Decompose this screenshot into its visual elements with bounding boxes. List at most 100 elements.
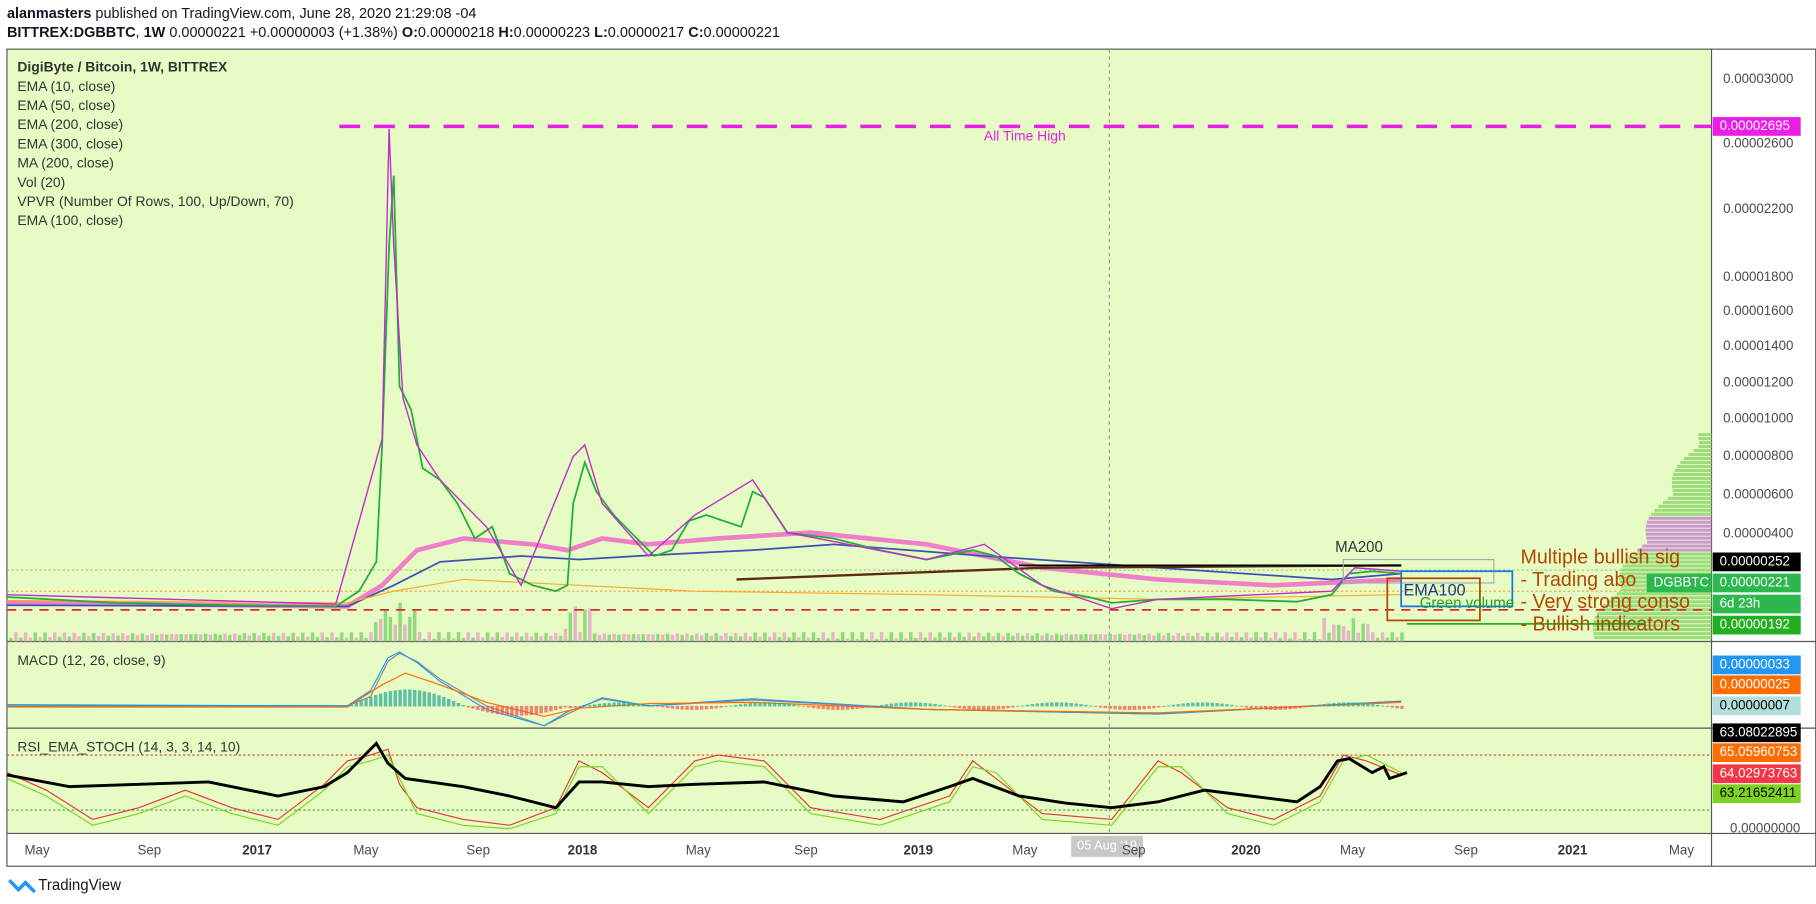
- vpvr-bar: [1672, 476, 1712, 480]
- volume-bar: [14, 632, 18, 642]
- volume-bar: [43, 632, 47, 642]
- volume-bar: [1371, 632, 1375, 642]
- volume-bar: [398, 602, 402, 642]
- time-axis-label: Sep: [794, 843, 818, 858]
- price-axis-label: 0.00003000: [1723, 71, 1793, 86]
- price-axis-label: 0.00001200: [1723, 374, 1793, 389]
- macd-hist: [490, 705, 495, 714]
- volume-bar: [1166, 633, 1171, 642]
- volume-bar: [617, 634, 621, 642]
- volume-bar: [923, 637, 928, 642]
- volume-bar: [490, 637, 495, 642]
- volume-bar: [267, 635, 271, 642]
- volume-bar: [1239, 637, 1244, 642]
- volume-bar: [57, 636, 62, 642]
- macd-hist: [957, 705, 962, 709]
- macd-hist: [573, 705, 577, 708]
- badge-text: 64.02973763: [1720, 765, 1798, 780]
- macd-hist: [1273, 705, 1278, 710]
- vpvr-bar: [1637, 548, 1712, 552]
- volume-bar: [335, 637, 339, 642]
- volume-bar: [223, 633, 227, 642]
- macd-hist: [529, 705, 534, 715]
- volume-bar: [301, 632, 305, 642]
- volume-bar: [354, 637, 359, 642]
- macd-hist: [62, 705, 67, 707]
- volume-bar: [1322, 618, 1326, 642]
- volume-bar: [641, 634, 646, 642]
- crosshair-label: [1071, 835, 1143, 857]
- vpvr-bar: [1622, 564, 1712, 568]
- volume-bar: [364, 638, 368, 642]
- volume-bar: [1225, 632, 1229, 642]
- vpvr-bar: [1596, 612, 1712, 616]
- macd-hist: [1332, 702, 1336, 707]
- volume-bar: [977, 632, 981, 642]
- vpvr-bar: [1625, 560, 1712, 564]
- macd-hist: [899, 702, 903, 707]
- macd-hist: [281, 705, 286, 707]
- legend-item: EMA (200, close): [17, 116, 123, 132]
- volume-bar: [1040, 635, 1044, 642]
- volume-bar: [515, 632, 519, 642]
- volume-bar: [918, 632, 923, 642]
- logo: [8, 879, 36, 894]
- volume-bar: [913, 638, 918, 642]
- macd-hist: [763, 702, 767, 707]
- macd-hist: [602, 703, 607, 707]
- macd-hist: [364, 698, 368, 707]
- macd-hist: [685, 705, 689, 710]
- macd-hist: [461, 705, 466, 707]
- price-axis-label: 0.00001600: [1723, 303, 1793, 318]
- macd-hist: [1093, 705, 1098, 707]
- stoch-line: [6, 748, 1402, 826]
- vpvr-bar: [1688, 453, 1712, 457]
- badge-text: 6d 23h: [1720, 596, 1761, 611]
- volume-bar: [72, 632, 76, 642]
- macd-hist: [398, 689, 402, 707]
- macd-hist: [1123, 705, 1127, 710]
- macd-hist: [77, 705, 81, 707]
- macd-hist: [403, 689, 407, 707]
- volume-bar: [53, 632, 57, 642]
- volume-bar: [874, 638, 879, 642]
- volume-bar: [18, 637, 23, 642]
- volume-bar: [403, 624, 407, 642]
- legend-item: DigiByte / Bitcoin, 1W, BITTREX: [17, 59, 228, 75]
- vpvr-bar: [1672, 484, 1712, 488]
- macd-hist: [1113, 705, 1117, 710]
- time-axis-label: 2020: [1231, 843, 1261, 858]
- volume-bar: [160, 633, 164, 642]
- volume-bar: [1074, 633, 1078, 642]
- vpvr-bar: [1658, 504, 1712, 508]
- macd-hist: [1366, 703, 1370, 707]
- volume-bar: [442, 638, 446, 642]
- macd-hist: [111, 705, 115, 707]
- volume-bar: [1113, 634, 1117, 642]
- vpvr-bar: [1616, 592, 1712, 596]
- macd-hist: [194, 705, 198, 707]
- badge-text: 63.21652411: [1720, 785, 1797, 800]
- macd-hist: [933, 704, 937, 707]
- volume-bar: [1084, 634, 1088, 642]
- volume-bar: [665, 633, 670, 642]
- volume-bar: [1351, 618, 1356, 642]
- legend-item: EMA (10, close): [17, 78, 115, 94]
- macd-hist: [690, 705, 694, 710]
- volume-bar: [962, 636, 967, 642]
- volume-bar: [359, 632, 363, 642]
- volume-bar: [510, 636, 514, 642]
- volume-bar: [150, 633, 154, 642]
- macd-hist: [121, 705, 125, 707]
- macd-hist: [310, 705, 315, 707]
- macd-hist: [1395, 705, 1399, 709]
- volume-bar: [549, 635, 553, 642]
- vpvr-bar: [1654, 508, 1712, 512]
- price: 0.00000221: [169, 25, 245, 41]
- macd-hist: [952, 705, 957, 708]
- badge-text: 0.00000221: [1720, 574, 1790, 589]
- rsi-line: [6, 740, 1408, 810]
- macd-hist: [748, 703, 753, 707]
- interval: 1W: [144, 25, 166, 41]
- macd-hist: [1210, 702, 1215, 707]
